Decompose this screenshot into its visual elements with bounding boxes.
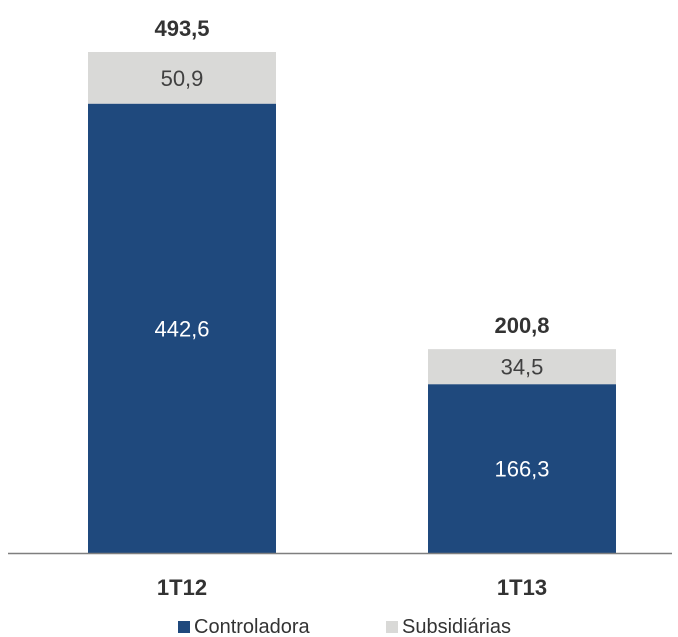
legend: Controladora Subsidiárias	[178, 616, 511, 637]
legend-label: Subsidiárias	[402, 616, 511, 637]
category-labels: 1T12 1T13	[157, 575, 547, 600]
bar-controladora-1t13	[428, 384, 616, 553]
bar-subsidi-rias-1t12	[88, 52, 276, 104]
bar-controladora-1t12	[88, 103, 276, 553]
category-label: 1T13	[497, 575, 547, 600]
data-label: 50,9	[161, 66, 204, 91]
total-label: 493,5	[154, 16, 209, 41]
legend-swatch	[386, 621, 398, 633]
data-label: 34,5	[501, 355, 544, 380]
data-label: 442,6	[154, 316, 209, 341]
total-label: 200,8	[494, 313, 549, 338]
legend-swatch	[178, 621, 190, 633]
bars-layer: 442,6 50,9 493,5 166,3 34,5 200,8	[88, 16, 616, 553]
bar-subsidi-rias-1t13	[428, 349, 616, 385]
data-label: 166,3	[494, 457, 549, 482]
legend-label: Controladora	[194, 616, 311, 637]
category-label: 1T12	[157, 575, 207, 600]
